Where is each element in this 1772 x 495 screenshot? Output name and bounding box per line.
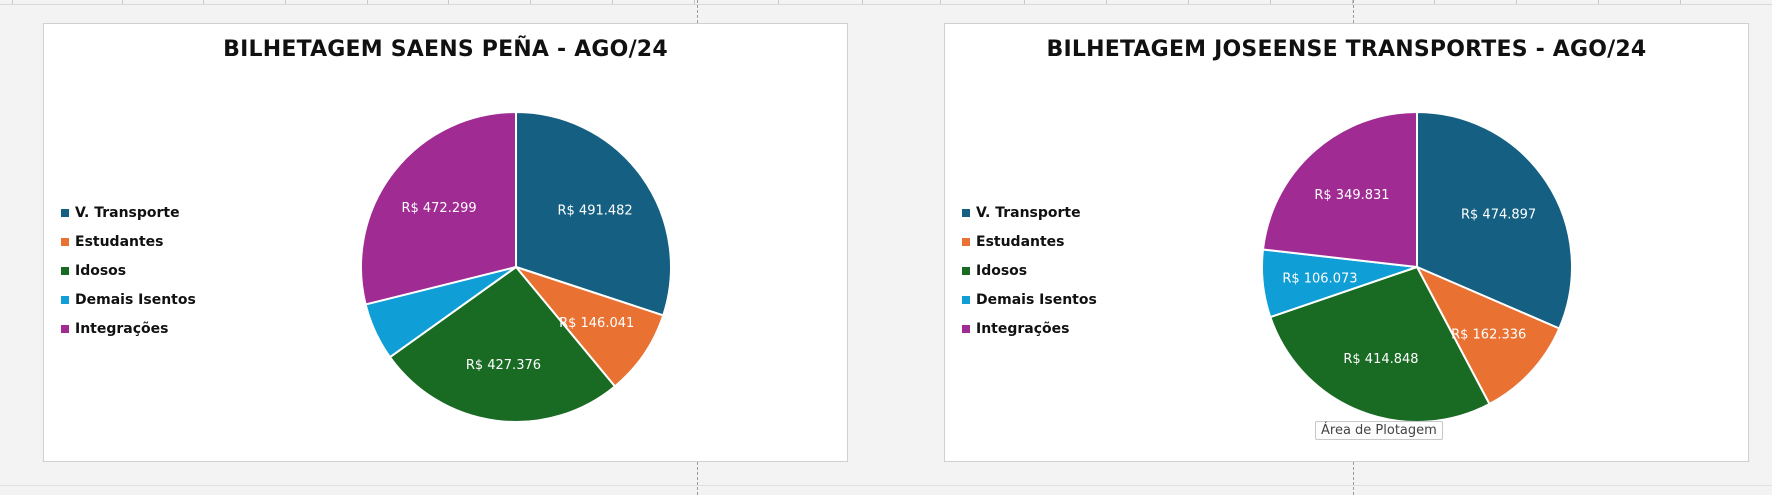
legend-swatch <box>962 266 970 275</box>
legend-swatch <box>61 324 69 333</box>
ruler-tick <box>448 0 449 4</box>
data-label[interactable]: R$ 427.376 <box>466 358 541 373</box>
legend[interactable]: V. Transporte Estudantes Idosos Demais I… <box>962 198 1097 343</box>
legend-item[interactable]: V. Transporte <box>962 198 1097 227</box>
legend-item[interactable]: Estudantes <box>962 227 1097 256</box>
legend-swatch <box>962 295 970 304</box>
ruler-tick <box>778 0 779 4</box>
data-label[interactable]: R$ 472.299 <box>401 201 476 216</box>
ruler-tick <box>1434 0 1435 4</box>
data-label[interactable]: R$ 474.897 <box>1461 207 1536 222</box>
legend-item[interactable]: Idosos <box>61 256 196 285</box>
data-label[interactable]: R$ 491.482 <box>558 204 633 219</box>
pie-slice-idosos[interactable] <box>1269 265 1491 423</box>
ruler-tick <box>1680 0 1681 4</box>
plot-area-tooltip: Área de Plotagem <box>1315 421 1443 440</box>
column-ruler <box>0 0 1772 5</box>
ruler-tick <box>1516 0 1517 4</box>
ruler-tick <box>530 0 531 4</box>
legend-item[interactable]: Demais Isentos <box>962 285 1097 314</box>
ruler-tick <box>203 0 204 4</box>
legend-item[interactable]: V. Transporte <box>61 198 196 227</box>
legend-item[interactable]: Idosos <box>962 256 1097 285</box>
pie-slice-v-transporte[interactable] <box>1416 110 1573 330</box>
legend-item[interactable]: Estudantes <box>61 227 196 256</box>
ruler-tick <box>122 0 123 4</box>
ruler-tick <box>1270 0 1271 4</box>
chart-title[interactable]: BILHETAGEM SAENS PEÑA - AGO/24 <box>223 37 668 62</box>
pie-slice-idosos[interactable] <box>388 265 617 423</box>
legend-item[interactable]: Demais Isentos <box>61 285 196 314</box>
ruler-tick <box>1352 0 1353 4</box>
pie-slice-estudantes[interactable] <box>513 264 665 388</box>
ruler-tick <box>367 0 368 4</box>
legend-item[interactable]: Integrações <box>962 314 1097 343</box>
ruler-tick <box>1106 0 1107 4</box>
pie-plot[interactable]: R$ 474.897 R$ 162.336 R$ 414.848 R$ 106.073… <box>945 24 1750 463</box>
data-label[interactable]: R$ 106.073 <box>1282 272 1357 287</box>
ruler-tick <box>285 0 286 4</box>
legend-swatch <box>61 208 69 217</box>
ruler-tick <box>12 0 13 4</box>
pie-slice-integra-es[interactable] <box>1261 110 1418 269</box>
chart-area-saens-pena[interactable]: BILHETAGEM SAENS PEÑA - AGO/24 V. Transp… <box>43 23 848 462</box>
pie-slice-integra-es[interactable] <box>360 110 517 306</box>
data-label[interactable]: R$ 349.831 <box>1314 188 1389 203</box>
ruler-tick <box>1024 0 1025 4</box>
ruler-tick <box>612 0 613 4</box>
pie-plot[interactable]: R$ 491.482 R$ 146.041 R$ 427.376 R$ 472.299 <box>44 24 849 463</box>
legend-item[interactable]: Integrações <box>61 314 196 343</box>
legend[interactable]: V. Transporte Estudantes Idosos Demais I… <box>61 198 196 343</box>
data-label[interactable]: R$ 414.848 <box>1343 352 1418 367</box>
legend-swatch <box>962 237 970 246</box>
pie-slice-estudantes[interactable] <box>1414 264 1561 406</box>
ruler-tick <box>1188 0 1189 4</box>
chart-area-joseense[interactable]: BILHETAGEM JOSEENSE TRANSPORTES - AGO/24… <box>944 23 1749 462</box>
legend-swatch <box>61 266 69 275</box>
pie-slice-v-transporte[interactable] <box>515 110 672 317</box>
ruler-tick <box>694 0 695 4</box>
ruler-tick <box>940 0 941 4</box>
legend-swatch <box>962 208 970 217</box>
legend-swatch <box>61 295 69 304</box>
row-gridline <box>0 485 1772 486</box>
chart-title[interactable]: BILHETAGEM JOSEENSE TRANSPORTES - AGO/24 <box>1046 37 1647 62</box>
legend-swatch <box>61 237 69 246</box>
legend-swatch <box>962 324 970 333</box>
data-label[interactable]: R$ 162.336 <box>1451 327 1526 342</box>
ruler-tick <box>1598 0 1599 4</box>
data-label[interactable]: R$ 146.041 <box>559 316 634 331</box>
ruler-tick <box>862 0 863 4</box>
